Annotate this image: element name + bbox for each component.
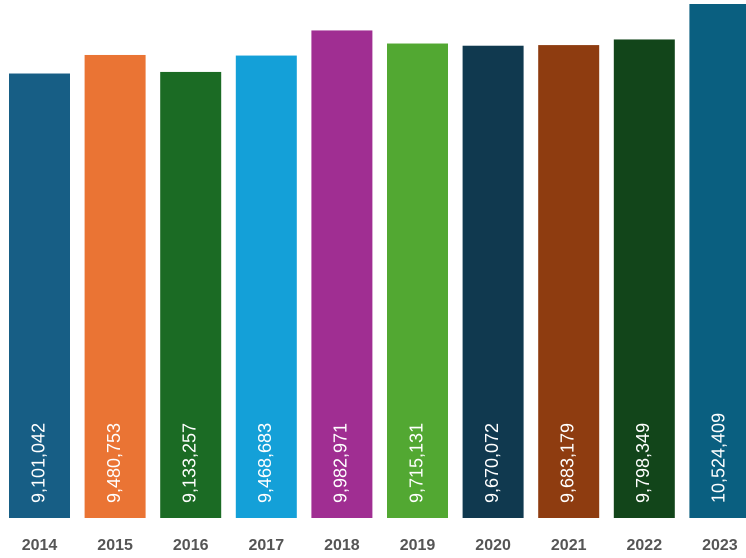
- bar: [538, 45, 600, 518]
- value-label: 9,670,072: [482, 423, 502, 503]
- value-label: 10,524,409: [709, 413, 729, 503]
- x-tick-label: 2018: [324, 537, 360, 554]
- x-tick-label: 2023: [702, 537, 738, 554]
- value-label: 9,101,042: [28, 423, 48, 503]
- bar: [689, 4, 746, 518]
- value-label: 9,133,257: [179, 423, 199, 503]
- value-label: 9,798,349: [633, 423, 653, 503]
- x-tick-label: 2016: [173, 537, 209, 554]
- bar: [235, 55, 297, 519]
- value-label: 9,480,753: [104, 423, 124, 503]
- value-label: 9,715,131: [406, 423, 426, 503]
- bar: [160, 71, 222, 518]
- x-tick-label: 2017: [249, 537, 285, 554]
- bar: [311, 30, 373, 518]
- value-label: 9,683,179: [557, 423, 577, 503]
- value-label: 9,468,683: [255, 423, 275, 503]
- bar: [84, 54, 146, 519]
- x-tick-label: 2022: [627, 537, 663, 554]
- bar: [462, 45, 524, 519]
- bar: [613, 39, 675, 519]
- x-tick-label: 2020: [475, 537, 511, 554]
- x-tick-label: 2015: [97, 537, 133, 554]
- bar: [9, 73, 70, 519]
- x-tick-label: 2021: [551, 537, 587, 554]
- x-tick-label: 2014: [22, 537, 58, 554]
- bar: [387, 43, 448, 519]
- value-label: 9,982,971: [331, 423, 351, 503]
- x-tick-label: 2019: [400, 537, 436, 554]
